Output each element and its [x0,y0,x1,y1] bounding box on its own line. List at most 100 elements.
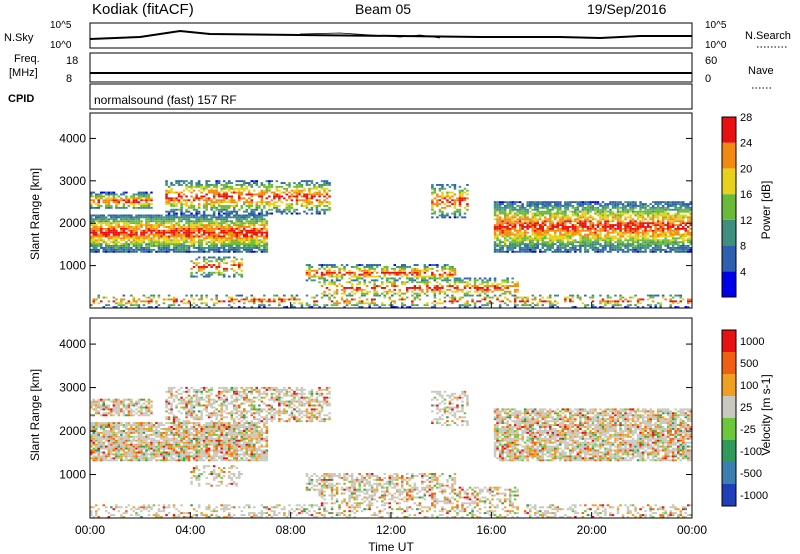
power-cell [418,273,422,276]
power-cell [591,243,595,246]
power-cell [654,229,657,232]
power-cell [353,273,356,276]
power-cell [162,233,166,236]
power-cell [586,206,590,209]
power-cell [516,296,519,299]
power-cell [413,285,417,288]
power-cell [493,287,497,289]
power-cell [333,290,336,293]
power-cell [606,210,610,213]
power-cell [564,250,567,253]
power-cell [559,205,562,207]
power-cell [641,298,645,301]
power-cell [576,229,580,232]
power-cell [403,267,407,270]
power-cell [142,216,146,219]
power-cell [152,294,156,297]
power-cell [536,218,540,221]
power-cell [493,203,497,206]
power-cell [453,300,457,303]
power-cell [651,250,655,253]
power-cell [599,237,602,240]
power-cell [654,241,657,244]
power-cell [581,208,585,211]
power-cell [318,191,321,194]
power-cell [433,292,437,295]
power-cell [393,306,397,309]
power-cell [388,296,392,299]
power-cell [436,201,439,204]
power-cell [631,206,635,209]
power-cell [453,283,457,286]
power-cell [207,237,211,240]
power-cell [436,302,439,305]
power-cell [644,245,647,247]
power-cell [230,199,234,202]
power-cell [574,231,577,234]
power-cell [651,201,655,204]
power-cell [664,245,667,247]
power-cell [451,191,454,194]
power-cell [137,203,141,206]
power-cell [150,241,153,244]
power-cell [541,222,545,225]
power-cell [631,201,635,204]
power-cell [546,231,550,234]
power-cell [253,180,256,183]
power-cell [248,222,251,225]
power-cell [574,218,577,221]
power-cell [370,266,374,268]
power-cell [107,214,111,217]
power-cell [180,250,183,253]
power-cell [92,218,96,221]
power-cell [554,214,557,217]
power-cell [210,245,213,247]
power-cell [250,294,254,297]
power-cell [115,220,118,223]
power-cell [616,216,620,219]
power-cell [426,285,429,288]
power-cell [503,231,507,234]
power-cell [426,283,429,286]
power-cell [195,258,198,261]
power-cell [574,210,577,213]
power-cell [260,184,264,186]
power-cell [197,206,201,209]
power-cell [225,218,228,221]
power-cell [132,199,136,202]
power-cell [260,216,264,219]
power-cell [619,229,622,232]
power-cell [521,304,524,307]
power-cell [185,294,188,297]
power-cell [135,245,138,247]
power-cell [639,220,642,223]
power-cell [561,222,565,225]
power-cell [140,245,143,247]
power-cell [551,247,555,249]
power-cell [145,216,148,219]
power-cell [268,208,271,211]
power-cell [190,205,193,207]
power-cell [586,229,590,232]
power-cell [150,199,153,202]
power-cell [551,306,555,309]
power-cell [258,243,261,246]
power-cell [243,189,246,192]
power-cell [162,229,166,232]
power-cell [325,205,329,207]
power-cell [115,231,118,234]
power-cell [177,180,181,183]
power-cell [656,241,660,244]
power-cell [280,201,284,204]
power-cell [626,231,630,234]
power-cell [599,214,602,217]
power-cell [508,235,512,238]
power-cell [328,206,331,209]
power-cell [559,250,562,253]
power-cell [458,210,462,213]
power-cell [273,206,276,209]
power-cell [220,250,223,253]
power-cell [130,227,133,230]
power-cell [190,191,193,194]
power-cell [626,241,630,244]
